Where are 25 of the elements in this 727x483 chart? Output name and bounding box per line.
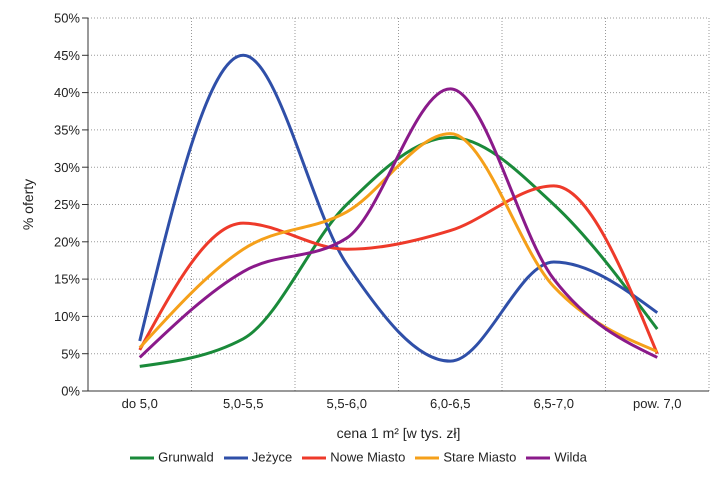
x-tick-label: do 5,0 bbox=[122, 396, 158, 412]
y-tick-label: 30% bbox=[54, 160, 80, 175]
x-tick-label: 5,5-6,0 bbox=[326, 396, 367, 412]
y-tick-label: 5% bbox=[61, 346, 80, 362]
x-tick-label: 6,5-7,0 bbox=[534, 396, 574, 412]
y-tick-label: 0% bbox=[61, 384, 80, 399]
line-series bbox=[138, 184, 659, 356]
y-tick-label: 45% bbox=[54, 48, 80, 63]
y-axis-title: % oferty bbox=[20, 178, 36, 230]
y-tick-label: 50% bbox=[54, 10, 80, 26]
legend-label: Stare Miasto bbox=[443, 449, 516, 464]
legend-label: Grunwald bbox=[158, 449, 214, 464]
legend-label: Nowe Miasto bbox=[330, 449, 406, 464]
y-tick-label: 10% bbox=[54, 309, 80, 324]
y-tick-label: 25% bbox=[54, 197, 80, 212]
y-tick-label: 40% bbox=[54, 85, 80, 100]
x-tick-label: 5,0-5,5 bbox=[223, 396, 264, 412]
y-tick-label: 20% bbox=[54, 234, 80, 250]
x-axis-title: cena 1 m² [w tys. zł] bbox=[336, 425, 460, 441]
x-tick-label: 6,0-6,5 bbox=[430, 396, 470, 412]
legend-label: Wilda bbox=[554, 449, 587, 464]
y-tick-label: 15% bbox=[54, 272, 80, 287]
x-tick-label: pow. 7,0 bbox=[633, 396, 682, 412]
y-tick-label: 35% bbox=[54, 122, 80, 138]
legend-label: Jeżyce bbox=[252, 449, 292, 464]
